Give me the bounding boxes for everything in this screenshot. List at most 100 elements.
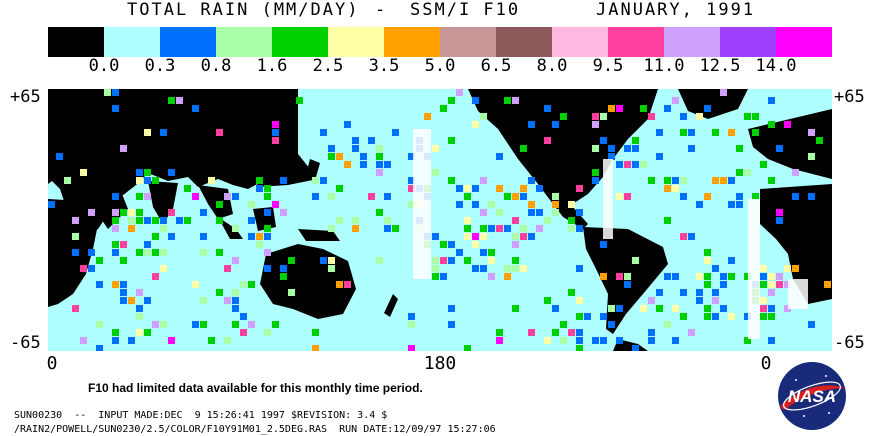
rain-cell (704, 305, 711, 312)
rain-cell (464, 185, 471, 192)
rain-cell (144, 169, 151, 176)
rain-cell (568, 201, 575, 208)
rain-cell (328, 193, 335, 200)
rain-cell (480, 177, 487, 184)
lat-label-bottom-right: -65 (834, 333, 865, 353)
title-instrument: SSM/I F10 (410, 0, 521, 20)
rain-cell (752, 129, 759, 136)
rain-cell (512, 233, 519, 240)
rain-cell (120, 297, 127, 304)
rain-cell (376, 257, 383, 264)
rain-cell (808, 153, 815, 160)
rain-cell (672, 337, 679, 344)
rain-cell (312, 329, 319, 336)
rain-cell (728, 129, 735, 136)
rain-cell (744, 273, 751, 280)
rain-cell (776, 217, 783, 224)
rain-cell (456, 89, 463, 96)
rain-cell (736, 193, 743, 200)
rain-cell (432, 257, 439, 264)
rain-cell (136, 177, 143, 184)
rain-cell (512, 265, 519, 272)
missing-data-swath (603, 159, 613, 239)
title-separator: - (375, 0, 388, 20)
rain-cell (760, 273, 767, 280)
rain-cell (120, 241, 127, 248)
rain-cell (744, 313, 751, 320)
rain-cell (616, 273, 623, 280)
rain-cell (232, 305, 239, 312)
legend-swatch (216, 27, 272, 57)
rain-cell (80, 337, 87, 344)
legend-swatch (384, 27, 440, 57)
rain-cell (464, 217, 471, 224)
rain-cell (160, 225, 167, 232)
rain-cell (256, 241, 263, 248)
rain-cell (192, 105, 199, 112)
rain-cell (464, 225, 471, 232)
legend-tick-label: 1.6 (256, 56, 288, 76)
legend-swatch (160, 27, 216, 57)
rain-cell (88, 209, 95, 216)
rain-cell (496, 185, 503, 192)
rain-cell (512, 193, 519, 200)
legend-tick-label: 0.0 (88, 56, 120, 76)
rain-cell (64, 177, 71, 184)
rain-cell (728, 177, 735, 184)
missing-data-swath (788, 279, 808, 309)
rain-cell (592, 177, 599, 184)
legend-swatch (104, 27, 160, 57)
rain-cell (584, 313, 591, 320)
rain-cell (72, 217, 79, 224)
rain-cell (336, 217, 343, 224)
rain-cell (720, 281, 727, 288)
rain-cell (264, 249, 271, 256)
rain-cell (664, 321, 671, 328)
rain-cell (320, 129, 327, 136)
rain-cell (112, 217, 119, 224)
rain-cell (120, 257, 127, 264)
rain-cell (576, 337, 583, 344)
rain-cell (560, 113, 567, 120)
rain-cell (472, 265, 479, 272)
rain-cell (264, 329, 271, 336)
land-china-east (248, 149, 318, 187)
rain-cell (240, 281, 247, 288)
rain-cell (568, 289, 575, 296)
rain-cell (456, 249, 463, 256)
rain-cell (712, 177, 719, 184)
rain-cell (320, 257, 327, 264)
rain-cell (200, 249, 207, 256)
rain-cell (144, 217, 151, 224)
rain-cell (696, 273, 703, 280)
rain-cell (136, 329, 143, 336)
rain-cell (768, 121, 775, 128)
rain-cell (264, 185, 271, 192)
rain-cell (128, 209, 135, 216)
rain-cell (408, 177, 415, 184)
rain-cell (624, 193, 631, 200)
rain-cell (576, 209, 583, 216)
rain-cell (112, 193, 119, 200)
rain-cell (168, 337, 175, 344)
rain-cell (480, 209, 487, 216)
rain-cell (528, 177, 535, 184)
rain-cell (280, 265, 287, 272)
rain-cell (760, 265, 767, 272)
rain-cell (424, 113, 431, 120)
rain-cell (592, 337, 599, 344)
lat-label-bottom-left: -65 (10, 333, 41, 353)
rain-cell (744, 113, 751, 120)
rain-cell (384, 161, 391, 168)
rain-cell (776, 145, 783, 152)
rain-cell (768, 177, 775, 184)
rain-cell (392, 129, 399, 136)
rain-cell (144, 249, 151, 256)
rain-cell (448, 97, 455, 104)
rain-cell (136, 193, 143, 200)
rain-cell (528, 201, 535, 208)
rain-cell (232, 289, 239, 296)
rain-cell (336, 185, 343, 192)
rain-cell (112, 105, 119, 112)
rain-cell (536, 185, 543, 192)
